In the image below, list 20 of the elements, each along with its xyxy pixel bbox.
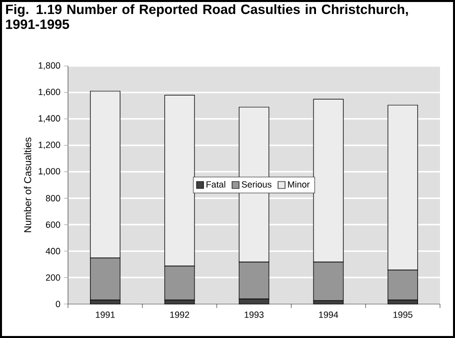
- x-tick-label: 1995: [394, 312, 412, 318]
- y-tick-label: 1,800: [38, 62, 60, 70]
- y-tick-label: 200: [46, 274, 60, 281]
- y-tick-label: 1,200: [38, 142, 60, 150]
- y-tick-label: 1,600: [38, 88, 60, 96]
- y-tick-label: 0: [56, 300, 60, 308]
- legend-label: Fatal: [206, 181, 226, 188]
- y-tick-label: 1,000: [38, 168, 60, 176]
- y-tick-label: 1,400: [38, 115, 60, 123]
- x-tick-label: 1992: [170, 312, 190, 318]
- y-tick-label: 800: [46, 195, 60, 202]
- legend-label: Minor: [288, 181, 310, 188]
- chart-title: Fig. 1.19 Number of Reported Road Casulties in Christchurch, 1991-1995: [6, 4, 408, 30]
- y-tick-label: 600: [46, 221, 60, 228]
- legend-label: Serious: [242, 181, 272, 188]
- y-axis-title: Number of Casualties: [24, 137, 32, 232]
- y-tick-label: 400: [46, 248, 60, 254]
- x-tick-label: 1991: [96, 312, 115, 318]
- x-tick-label: 1993: [244, 312, 264, 318]
- x-tick-label: 1994: [319, 312, 338, 318]
